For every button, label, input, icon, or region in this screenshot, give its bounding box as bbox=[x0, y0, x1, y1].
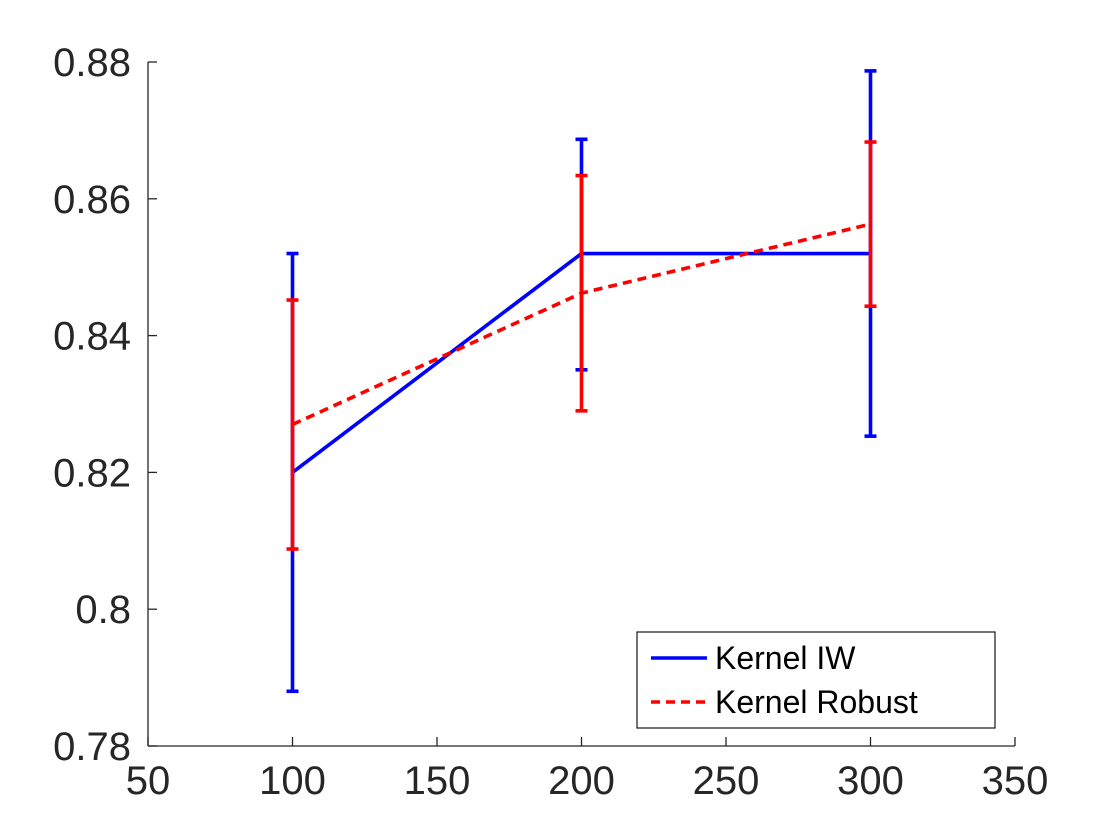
x-tick-label: 350 bbox=[982, 759, 1049, 803]
legend-item: Kernel Robust bbox=[651, 684, 918, 720]
series-layer bbox=[286, 69, 877, 694]
legend-item: Kernel IW bbox=[651, 640, 856, 676]
x-tick-label: 150 bbox=[404, 759, 471, 803]
x-tick-label: 200 bbox=[548, 759, 615, 803]
y-axis: 0.78 0.8 0.82 0.84 0.86 0.88 bbox=[53, 41, 157, 769]
x-tick-label: 300 bbox=[837, 759, 904, 803]
y-tick-label: 0.84 bbox=[53, 315, 131, 359]
y-tick-label: 0.8 bbox=[75, 588, 131, 632]
legend-box bbox=[636, 631, 996, 729]
error-bar bbox=[864, 140, 877, 308]
legend: Kernel IW Kernel Robust bbox=[636, 631, 996, 729]
legend-label: Kernel Robust bbox=[715, 684, 918, 720]
legend-label: Kernel IW bbox=[715, 640, 856, 676]
y-tick-label: 0.82 bbox=[53, 451, 131, 495]
error-bar bbox=[286, 298, 299, 551]
x-tick-label: 250 bbox=[693, 759, 760, 803]
x-tick-label: 50 bbox=[126, 759, 171, 803]
series-kernel-robust bbox=[286, 140, 877, 551]
x-axis: 50 100 150 200 250 300 350 bbox=[126, 737, 1049, 803]
x-tick-label: 100 bbox=[259, 759, 326, 803]
y-tick-label: 0.88 bbox=[53, 41, 131, 85]
y-tick-label: 0.86 bbox=[53, 178, 131, 222]
y-tick-label: 0.78 bbox=[53, 725, 131, 769]
error-bar bbox=[575, 173, 588, 413]
